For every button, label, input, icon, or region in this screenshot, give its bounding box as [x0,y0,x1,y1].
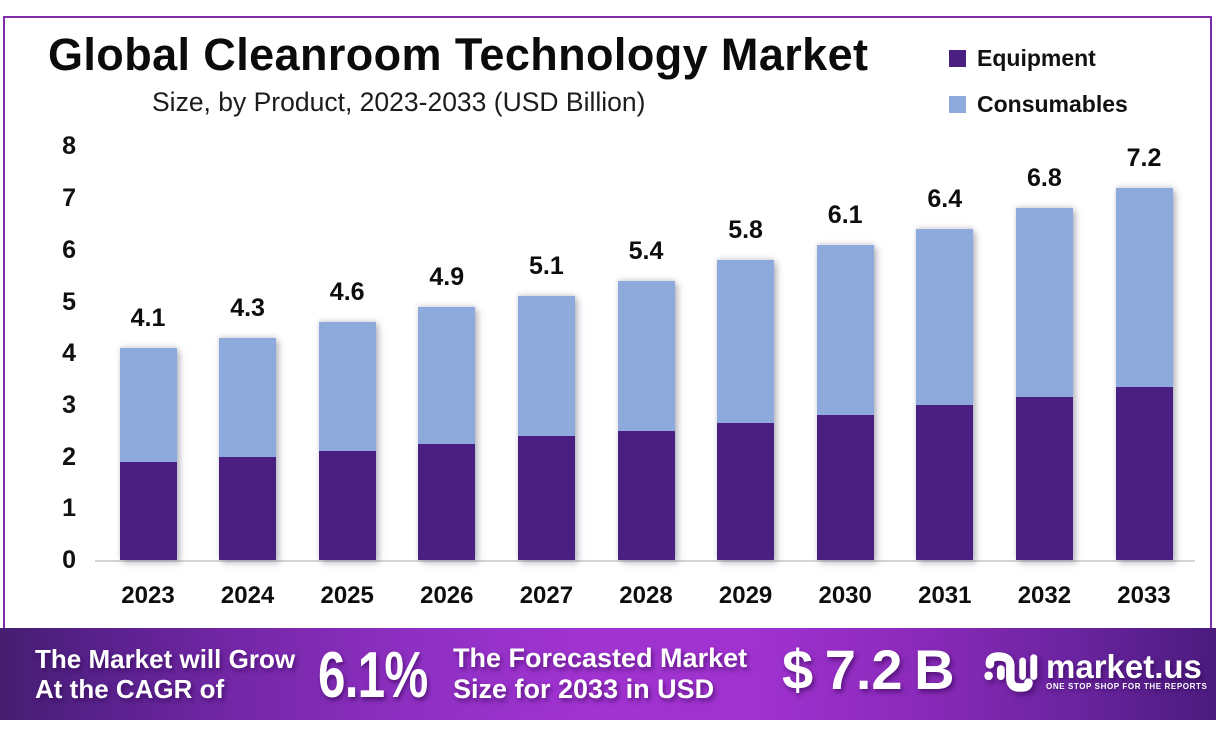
bar-segment-consumables [318,322,376,452]
y-axis-tick-label: 3 [62,390,76,419]
bar-total-label: 7.2 [1126,143,1162,172]
forecast-value: $ 7.2 B [782,638,955,701]
legend-swatch-consumables-icon [949,96,966,113]
bar-segment-consumables [517,296,575,436]
y-axis-tick-label: 6 [62,235,76,264]
market-us-logo-icon [984,652,1038,692]
x-axis-year-label: 2033 [1117,582,1171,609]
bar-segment-consumables [816,244,874,416]
bar-segment-consumables [219,337,277,457]
y-axis-tick-label: 1 [62,494,76,523]
footer-banner: The Market will Grow At the CAGR of 6.1%… [0,628,1216,720]
bar-segment-equipment [219,456,277,560]
bar-total-label: 4.1 [130,304,166,333]
bar-2033 [1115,187,1173,560]
cagr-label-line2: At the CAGR of [35,674,225,704]
x-axis-year-label: 2025 [320,582,374,609]
legend-item-consumables: Consumables [949,91,1128,117]
bar-total-label: 4.9 [429,262,465,291]
bar-segment-equipment [318,451,376,560]
bar-segment-equipment [816,415,874,560]
bar-2028 [617,280,675,560]
bar-2031 [916,229,974,560]
legend: Equipment Consumables [949,45,1128,142]
legend-label-consumables: Consumables [977,91,1128,117]
bar-segment-consumables [1115,187,1173,387]
brand-text: market.us ONE STOP SHOP FOR THE REPORTS [1046,648,1208,691]
x-axis-year-label: 2026 [420,582,474,609]
bar-segment-consumables [617,280,675,431]
brand-name: market.us [1046,648,1202,685]
x-axis-year-label: 2023 [121,582,175,609]
brand-tagline: ONE STOP SHOP FOR THE REPORTS [1046,682,1208,691]
bar-total-label: 6.1 [827,200,863,229]
bar-total-label: 4.6 [329,278,365,307]
x-axis-year-label: 2027 [519,582,574,609]
bar-2032 [1015,208,1073,560]
bar-2026 [418,306,476,560]
legend-item-equipment: Equipment [949,45,1128,71]
bar-total-label: 5.1 [529,252,564,281]
bar-2030 [816,244,874,560]
y-axis-tick-label: 4 [62,339,76,368]
legend-label-equipment: Equipment [977,45,1096,71]
bar-segment-equipment [1115,386,1173,560]
x-axis-year-label: 2031 [918,582,972,609]
bar-2023 [119,348,177,560]
forecast-label-line1: The Forecasted Market [453,643,748,673]
bar-2024 [219,337,277,560]
bar-total-label: 4.3 [230,293,265,322]
y-axis-tick-label: 8 [62,132,76,161]
x-axis-year-label: 2024 [220,582,275,609]
x-axis-year-label: 2030 [818,582,872,609]
x-axis-year-label: 2028 [619,582,673,609]
bar-total-label: 6.4 [927,185,963,214]
cagr-value: 6.1% [318,638,428,711]
bar-segment-equipment [119,461,177,560]
forecast-label: The Forecasted Market Size for 2033 in U… [453,643,747,705]
x-axis-year-label: 2032 [1017,582,1072,609]
legend-swatch-equipment-icon [949,50,966,67]
forecast-label-line2: Size for 2033 in USD [453,674,715,704]
brand-logo: market.us ONE STOP SHOP FOR THE REPORTS [984,648,1208,692]
bar-segment-consumables [916,229,974,405]
bar-segment-equipment [1015,397,1073,560]
chart-title: Global Cleanroom Technology Market [48,29,869,80]
bar-segment-consumables [418,306,476,444]
y-axis-tick-label: 7 [62,184,76,213]
y-axis-tick-label: 0 [62,546,76,574]
bar-segment-consumables [1015,208,1073,398]
y-axis-tick-label: 5 [62,287,76,316]
bar-segment-equipment [418,443,476,560]
bar-total-label: 6.8 [1027,164,1062,193]
x-axis-line [95,560,1195,562]
bar-total-label: 5.8 [728,216,763,245]
bar-2029 [717,260,775,560]
x-axis-year-label: 2029 [718,582,773,609]
bar-2025 [318,322,376,560]
y-axis-tick-label: 2 [62,442,76,471]
bar-total-label: 5.4 [628,236,664,265]
cagr-label-line1: The Market will Grow [35,644,296,674]
bar-segment-consumables [119,348,177,462]
bar-segment-equipment [916,404,974,560]
cagr-label: The Market will Grow At the CAGR of [35,644,295,704]
bar-segment-equipment [717,422,775,560]
bar-2027 [517,296,575,560]
bar-segment-equipment [617,430,675,560]
chart-subtitle: Size, by Product, 2023-2033 (USD Billion… [152,87,646,117]
bar-segment-equipment [517,435,575,560]
bar-segment-consumables [717,260,775,423]
